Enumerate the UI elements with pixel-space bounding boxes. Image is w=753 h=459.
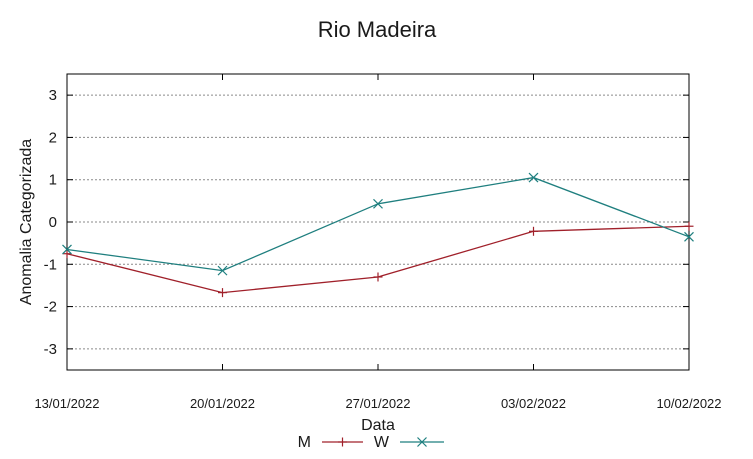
y-tick-label: -2	[44, 299, 57, 316]
y-axis-label: Anomalia Categorizada	[18, 139, 35, 305]
legend-label-m: M	[298, 434, 311, 451]
series-line-w	[66, 176, 690, 272]
marker-stroke	[373, 198, 383, 209]
x-tick-label: 10/02/2022	[656, 396, 721, 411]
data-point-w	[373, 198, 383, 209]
data-point-w	[217, 265, 228, 276]
y-tick-label: 3	[49, 87, 57, 104]
y-tick-label: 1	[49, 172, 57, 189]
y-tick-label: -3	[44, 341, 57, 358]
x-tick-label: 20/01/2022	[190, 396, 255, 411]
legend: M W	[298, 434, 444, 451]
x-axis: 13/01/2022 20/01/2022 27/01/2022 03/02/2…	[34, 396, 721, 411]
gridlines	[66, 74, 690, 370]
data-point-m	[62, 249, 72, 259]
data-point-m	[218, 288, 227, 298]
y-tick-label: 2	[49, 129, 57, 146]
data-point-w	[528, 172, 539, 183]
series-group	[62, 172, 694, 298]
y-tick-label: -1	[44, 256, 57, 273]
chart-title: Rio Madeira	[318, 17, 437, 42]
x-tick-label: 03/02/2022	[501, 396, 566, 411]
legend-marker-m	[338, 437, 347, 447]
marker-stroke	[417, 437, 427, 447]
data-point-w	[62, 244, 72, 255]
legend-label-w: W	[374, 434, 390, 451]
marker-stroke	[217, 265, 228, 276]
legend-marker-w	[417, 437, 427, 447]
marker-stroke	[528, 172, 539, 183]
marker-stroke	[62, 244, 72, 255]
x-tick-label: 13/01/2022	[34, 396, 99, 411]
y-axis: 3 2 1 0 -1 -2 -3	[44, 87, 57, 358]
marker-stroke	[684, 231, 694, 242]
data-point-m	[684, 221, 694, 231]
data-point-m	[373, 272, 383, 282]
series-line-m	[66, 225, 690, 294]
data-point-w	[684, 231, 694, 242]
x-axis-label: Data	[361, 417, 395, 434]
data-point-m	[529, 226, 538, 236]
y-tick-label: 0	[49, 214, 57, 231]
x-tick-label: 27/01/2022	[345, 396, 410, 411]
